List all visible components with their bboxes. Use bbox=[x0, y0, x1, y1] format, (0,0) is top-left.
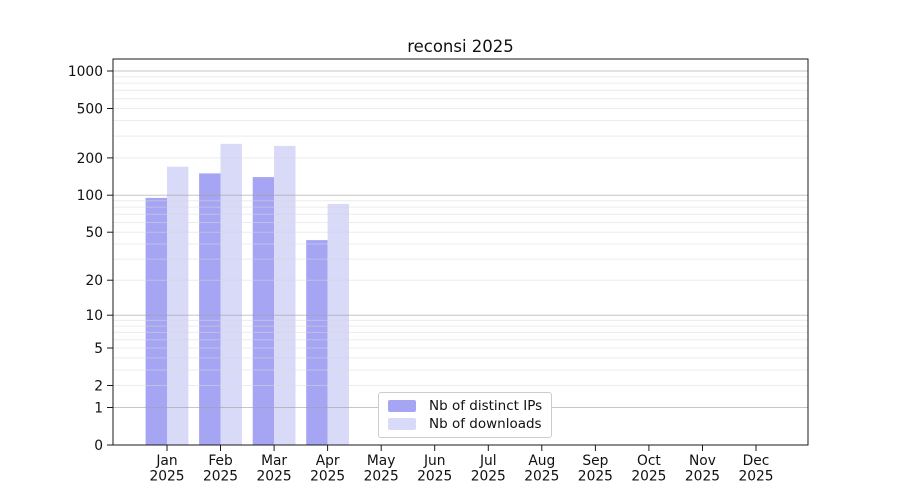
x-tick-label-year: 2025 bbox=[149, 469, 184, 485]
legend-swatch-downloads bbox=[388, 418, 416, 430]
x-tick-label-month: Nov bbox=[689, 453, 716, 469]
x-tick-label-year: 2025 bbox=[257, 469, 292, 485]
x-tick-label-year: 2025 bbox=[471, 469, 506, 485]
x-tick-label-year: 2025 bbox=[364, 469, 399, 485]
x-tick-label-month: May bbox=[367, 453, 396, 469]
x-tick-label-month: Jun bbox=[423, 453, 446, 469]
x-tick-label-year: 2025 bbox=[578, 469, 613, 485]
legend-entry-distinct-ips: Nb of distinct IPs bbox=[388, 397, 542, 415]
legend-entry-downloads: Nb of downloads bbox=[388, 415, 542, 433]
x-tick-label-month: Apr bbox=[316, 453, 340, 469]
x-tick-label-month: Oct bbox=[637, 453, 661, 469]
y-tick-label: 100 bbox=[77, 188, 103, 204]
x-tick-label-month: Dec bbox=[743, 453, 770, 469]
y-tick-label: 10 bbox=[85, 308, 103, 324]
bar-jan-series-1 bbox=[167, 166, 189, 445]
x-tick-label-year: 2025 bbox=[685, 469, 720, 485]
y-tick-label: 5 bbox=[94, 341, 103, 357]
x-tick-label-year: 2025 bbox=[417, 469, 452, 485]
y-tick-label: 0 bbox=[94, 438, 103, 454]
bar-feb-series-1 bbox=[220, 143, 242, 446]
y-tick-label: 200 bbox=[77, 151, 103, 167]
bar-apr-series-1 bbox=[327, 203, 349, 445]
x-tick-label-month: Feb bbox=[208, 453, 232, 469]
legend-label-distinct-ips: Nb of distinct IPs bbox=[429, 398, 543, 414]
bar-feb-series-0 bbox=[199, 173, 221, 445]
x-tick-label-year: 2025 bbox=[738, 469, 773, 485]
bar-jan-series-0 bbox=[145, 197, 167, 445]
y-tick-label: 2 bbox=[94, 379, 103, 395]
x-tick-label-year: 2025 bbox=[203, 469, 238, 485]
y-tick-label: 1 bbox=[94, 400, 103, 416]
x-tick-label-month: Sep bbox=[582, 453, 608, 469]
bar-mar-series-1 bbox=[274, 145, 296, 445]
x-tick-label-month: Aug bbox=[528, 453, 555, 469]
x-tick-label-year: 2025 bbox=[310, 469, 345, 485]
x-tick-label-year: 2025 bbox=[631, 469, 666, 485]
legend-label-downloads: Nb of downloads bbox=[429, 416, 542, 432]
y-tick-label: 50 bbox=[85, 225, 103, 241]
bar-mar-series-0 bbox=[252, 177, 275, 445]
y-tick-label: 1000 bbox=[68, 64, 103, 80]
chart-title: reconsi 2025 bbox=[407, 37, 514, 56]
y-tick-label: 20 bbox=[85, 273, 103, 289]
x-tick-label-year: 2025 bbox=[524, 469, 559, 485]
plot-frame bbox=[112, 58, 809, 446]
x-tick-label-month: Jul bbox=[479, 453, 497, 469]
y-tick-label: 500 bbox=[77, 101, 103, 117]
x-tick-label-month: Mar bbox=[261, 453, 287, 469]
legend: Nb of distinct IPs Nb of downloads bbox=[378, 392, 553, 438]
x-tick-label-month: Jan bbox=[155, 453, 177, 469]
legend-swatch-distinct-ips bbox=[388, 400, 416, 412]
bar-apr-series-0 bbox=[306, 240, 328, 445]
